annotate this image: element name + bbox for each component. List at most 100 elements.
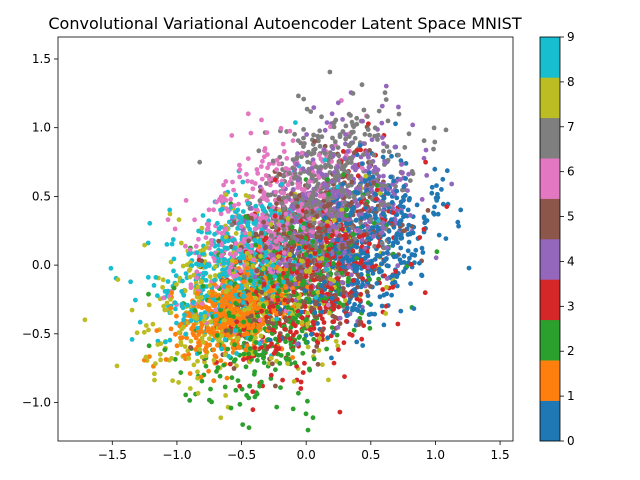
scatter-point	[381, 173, 386, 179]
scatter-point	[214, 333, 220, 338]
scatter-point	[354, 339, 360, 345]
scatter-point	[223, 234, 229, 240]
scatter-point	[224, 375, 230, 381]
scatter-point	[226, 310, 232, 316]
scatter-point	[196, 304, 202, 309]
scatter-point	[315, 133, 321, 139]
scatter-point	[378, 261, 384, 267]
scatter-point	[167, 337, 173, 343]
scatter-point	[286, 298, 291, 304]
scatter-point	[350, 91, 356, 96]
scatter-point	[252, 328, 258, 334]
scatter-point	[172, 300, 178, 306]
scatter-point	[363, 173, 369, 179]
scatter-point	[324, 252, 330, 258]
scatter-point	[308, 109, 314, 114]
scatter-point	[301, 225, 306, 231]
scatter-point	[218, 358, 224, 363]
scatter-point	[260, 351, 266, 357]
scatter-point	[317, 336, 322, 341]
scatter-point	[241, 332, 247, 337]
scatter-point	[241, 239, 247, 244]
scatter-point	[439, 187, 444, 192]
scatter-point	[396, 111, 402, 117]
scatter-point	[392, 144, 398, 150]
scatter-point	[260, 303, 266, 309]
scatter-point	[203, 245, 209, 250]
scatter-point	[413, 247, 419, 253]
scatter-point	[325, 198, 331, 204]
scatter-point	[173, 273, 179, 279]
scatter-point	[203, 235, 209, 241]
scatter-point	[322, 127, 328, 133]
scatter-point	[288, 275, 294, 281]
scatter-point	[346, 182, 352, 188]
scatter-point	[146, 302, 152, 308]
scatter-point	[383, 97, 389, 102]
scatter-point	[181, 292, 187, 298]
scatter-point	[312, 202, 318, 208]
scatter-point	[247, 318, 253, 323]
scatter-point	[333, 338, 339, 344]
scatter-point	[371, 180, 377, 186]
scatter-point	[348, 293, 353, 299]
scatter-point	[343, 136, 348, 142]
scatter-point	[180, 278, 185, 284]
scatter-point	[296, 295, 302, 301]
scatter-point	[268, 222, 274, 227]
scatter-point	[199, 279, 205, 285]
scatter-point	[409, 169, 415, 174]
scatter-point	[302, 304, 308, 309]
scatter-point	[143, 354, 149, 360]
scatter-point	[251, 323, 256, 329]
scatter-point	[283, 263, 289, 269]
scatter-point	[334, 194, 339, 200]
scatter-point	[203, 363, 209, 369]
scatter-point	[215, 220, 220, 226]
scatter-point	[335, 100, 341, 106]
scatter-point	[141, 329, 147, 335]
scatter-point	[324, 346, 329, 352]
scatter-point	[245, 272, 251, 277]
scatter-point	[329, 355, 334, 361]
scatter-point	[206, 336, 212, 342]
scatter-point	[361, 323, 366, 328]
scatter-point	[184, 335, 190, 341]
scatter-point	[341, 290, 346, 295]
scatter-point	[253, 289, 259, 295]
scatter-point	[285, 333, 290, 338]
scatter-point	[298, 170, 303, 176]
scatter-point	[167, 211, 173, 217]
scatter-point	[205, 240, 211, 246]
scatter-point	[381, 322, 387, 328]
scatter-point	[335, 343, 341, 349]
scatter-point	[253, 340, 259, 345]
scatter-point	[228, 405, 234, 411]
scatter-point	[197, 342, 203, 348]
scatter-point	[271, 308, 277, 314]
scatter-point	[236, 214, 242, 220]
scatter-point	[414, 202, 420, 208]
scatter-point	[222, 267, 228, 273]
scatter-point	[180, 305, 186, 311]
scatter-point	[326, 246, 332, 252]
scatter-point	[311, 277, 317, 283]
scatter-point	[349, 119, 355, 125]
scatter-point	[287, 128, 293, 134]
scatter-point	[351, 278, 356, 283]
scatter-point	[274, 157, 280, 163]
scatter-point	[269, 280, 275, 286]
scatter-point	[302, 360, 307, 366]
scatter-point	[289, 224, 295, 230]
scatter-point	[301, 96, 307, 102]
scatter-point	[358, 147, 363, 153]
scatter-point	[307, 327, 313, 333]
scatter-point	[246, 425, 252, 431]
scatter-point	[225, 288, 230, 293]
scatter-point	[276, 196, 282, 202]
scatter-point	[361, 107, 367, 113]
scatter-point	[344, 207, 349, 212]
scatter-point	[195, 325, 201, 331]
scatter-point	[330, 330, 336, 335]
